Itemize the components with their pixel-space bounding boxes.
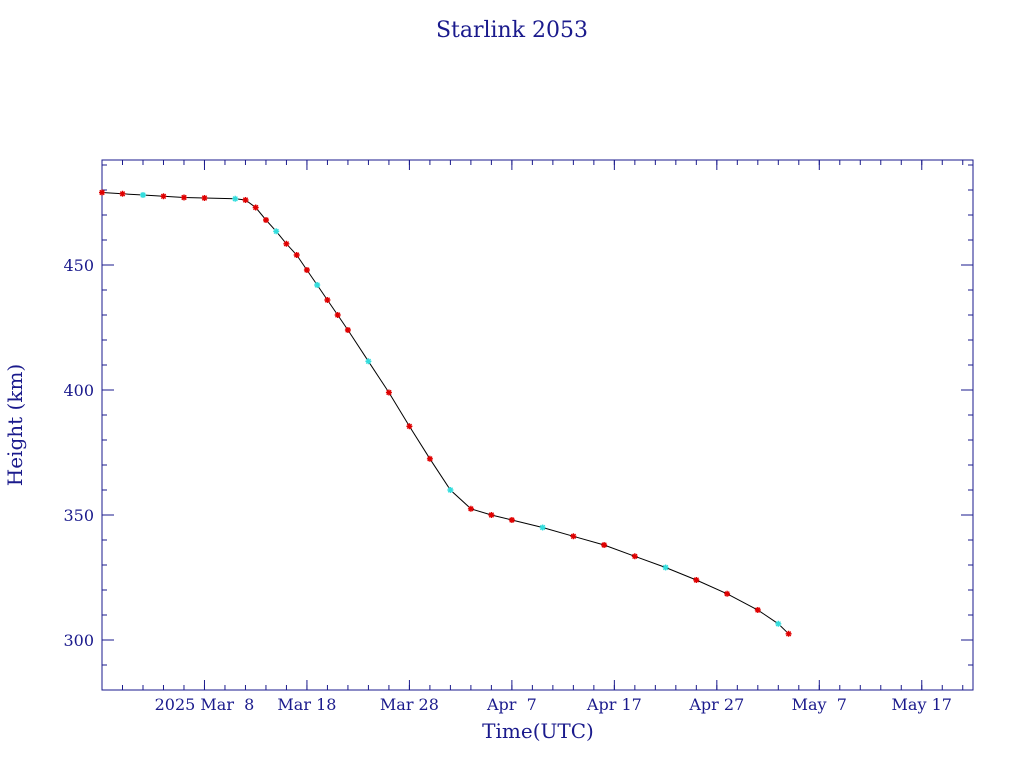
data-layer (99, 189, 792, 637)
data-point (160, 193, 167, 200)
data-point-marker (273, 228, 280, 235)
data-point (385, 389, 392, 396)
data-point (252, 204, 259, 211)
data-point-marker (263, 217, 269, 223)
data-point-marker (140, 192, 146, 198)
data-point-marker (201, 195, 208, 201)
y-tick-label: 300 (63, 631, 94, 650)
data-point (426, 455, 433, 462)
x-axis-label: Time(UTC) (482, 719, 594, 743)
data-point-marker (426, 455, 433, 462)
data-point-marker (406, 423, 413, 430)
data-point-marker (447, 487, 454, 493)
data-point (508, 517, 515, 523)
data-point-marker (467, 505, 474, 512)
data-point (119, 190, 126, 197)
data-point-marker (488, 512, 495, 518)
data-point-marker (385, 389, 392, 396)
data-point-marker (242, 197, 249, 203)
ticks-layer: 2025 Mar 8 Mar 18 Mar 28 Apr 7 Apr 17 Apr 27 M… (63, 160, 973, 714)
data-point-marker (344, 327, 351, 333)
data-point (365, 358, 372, 365)
data-point (324, 297, 331, 303)
data-point (724, 590, 731, 597)
data-point-marker (303, 267, 310, 273)
data-point (293, 252, 300, 258)
data-point (263, 217, 269, 223)
data-point (232, 195, 239, 202)
data-point-marker (693, 577, 700, 583)
data-point (314, 282, 321, 288)
data-point-marker (601, 542, 608, 548)
data-point (754, 607, 761, 613)
y-tick-label: 350 (63, 506, 94, 525)
x-tick-label: Apr 7 (486, 695, 537, 714)
data-point-marker (160, 193, 167, 200)
data-point-marker (785, 630, 792, 637)
data-point-marker (570, 533, 577, 540)
data-point (181, 194, 187, 201)
data-point (570, 533, 577, 540)
x-tick-label: Mar 18 (277, 695, 336, 714)
data-point-marker (775, 620, 782, 627)
data-point-marker (324, 297, 331, 303)
data-point-marker (232, 195, 239, 202)
data-point (99, 189, 105, 196)
data-point (283, 240, 290, 247)
data-point-marker (365, 358, 372, 365)
x-tick-label: May 7 (792, 695, 847, 714)
y-tick-label: 400 (63, 381, 94, 400)
data-point (406, 423, 413, 430)
data-point-marker (181, 194, 187, 201)
data-point (303, 267, 310, 273)
x-tick-label: May 17 (892, 695, 952, 714)
data-point-marker (119, 190, 126, 197)
data-point-marker (508, 517, 515, 523)
data-point (447, 487, 454, 493)
data-point (242, 197, 249, 203)
data-point-marker (662, 564, 669, 571)
data-point-marker (293, 252, 300, 258)
data-point (539, 524, 546, 531)
data-point-marker (754, 607, 761, 613)
data-point (344, 327, 351, 333)
data-point (662, 564, 669, 571)
data-point-marker (724, 590, 731, 597)
data-point (467, 505, 474, 512)
data-point (631, 553, 638, 560)
data-point (334, 312, 341, 318)
y-tick-label: 450 (63, 256, 94, 275)
data-point (201, 195, 208, 201)
data-point (785, 630, 792, 637)
plot-frame (101, 159, 974, 691)
data-point-marker (99, 189, 105, 196)
data-point (488, 512, 495, 518)
data-point (273, 228, 280, 235)
data-point (693, 577, 700, 583)
x-tick-label: Mar 28 (380, 695, 439, 714)
data-point (601, 542, 608, 548)
data-point-marker (539, 524, 546, 531)
x-tick-label: Apr 17 (586, 695, 642, 714)
data-point-marker (314, 282, 321, 288)
data-point-marker (631, 553, 638, 560)
data-point-marker (334, 312, 341, 318)
trajectory-line (101, 192, 789, 635)
chart-title: Starlink 2053 (436, 18, 588, 43)
x-tick-label: 2025 Mar 8 (155, 695, 255, 714)
data-point (775, 620, 782, 627)
data-point-marker (283, 240, 290, 247)
x-tick-label: Apr 27 (688, 695, 744, 714)
y-axis-label: Height (km) (3, 364, 27, 486)
data-point-marker (252, 204, 259, 211)
data-point (140, 192, 146, 198)
